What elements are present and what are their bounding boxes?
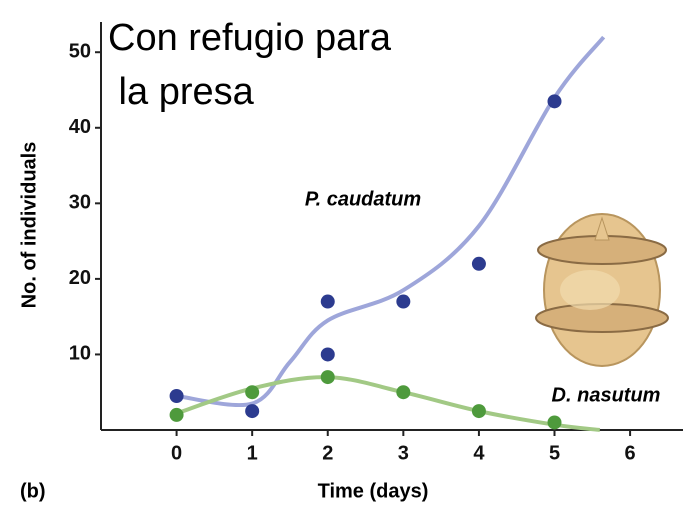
data-point <box>245 385 260 400</box>
y-axis-label: No. of individuals <box>18 142 40 309</box>
y-tick-label: 50 <box>69 41 91 63</box>
x-tick-label: 6 <box>625 442 636 464</box>
data-point <box>471 256 486 271</box>
chart-title: Con refugio para la presa <box>108 17 392 113</box>
x-axis-label: Time (days) <box>318 480 429 502</box>
data-point <box>547 415 562 430</box>
x-tick-label: 1 <box>247 442 258 464</box>
y-tick-label: 40 <box>69 116 91 138</box>
illustration <box>535 213 669 367</box>
data-point <box>320 370 335 385</box>
x-tick-label: 4 <box>473 442 485 464</box>
x-tick-label: 2 <box>322 442 333 464</box>
data-point <box>320 347 335 362</box>
x-tick-label: 5 <box>549 442 560 464</box>
y-tick-label: 30 <box>69 192 91 214</box>
data-point <box>396 385 411 400</box>
series-annotation: P. caudatum <box>305 188 421 210</box>
data-point <box>169 407 184 422</box>
data-point <box>547 94 562 109</box>
data-point <box>169 389 184 403</box>
y-tick-label: 10 <box>69 343 91 365</box>
panel-label: (b) <box>20 480 46 502</box>
data-point <box>396 294 411 309</box>
x-tick-label: 0 <box>171 442 182 464</box>
series-annotation: D. nasutum <box>552 384 661 406</box>
data-point <box>320 294 335 309</box>
data-point <box>245 404 260 419</box>
trend-line <box>176 35 606 408</box>
y-tick-label: 20 <box>69 267 91 289</box>
x-tick-label: 3 <box>398 442 409 464</box>
data-point <box>471 404 486 419</box>
